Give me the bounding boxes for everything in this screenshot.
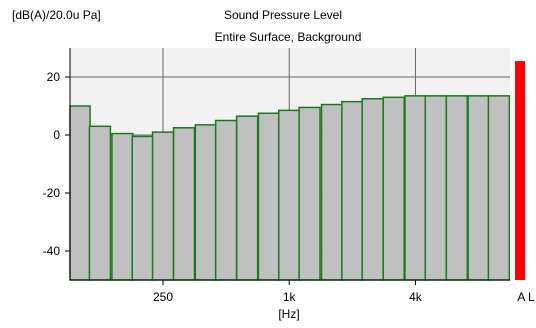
- bar: [88, 125, 112, 281]
- bar: [214, 119, 238, 281]
- bar: [278, 109, 301, 281]
- overall-level-bar: [515, 61, 525, 280]
- x-axis-label: [Hz]: [278, 307, 299, 321]
- bar: [382, 96, 405, 281]
- bar: [298, 106, 321, 281]
- bar: [111, 132, 134, 281]
- chart-title: Sound Pressure Level: [224, 8, 342, 22]
- bar: [487, 95, 511, 281]
- x-tick-label: 250: [153, 290, 173, 304]
- bar: [69, 105, 91, 281]
- overall-level-label: A L: [517, 290, 535, 304]
- bar: [404, 95, 427, 281]
- y-tick-label: 0: [53, 128, 60, 142]
- y-ticks: -40 -20 0 20: [43, 70, 70, 258]
- y-tick-label: -20: [43, 186, 61, 200]
- y-tick-label: -40: [43, 244, 61, 258]
- bar: [424, 95, 447, 281]
- x-tick-label: 4k: [409, 290, 423, 304]
- bar: [320, 103, 344, 281]
- x-tick-label: 1k: [283, 290, 297, 304]
- bars: [69, 95, 511, 281]
- axes: [69, 48, 510, 281]
- bar: [341, 100, 364, 281]
- bar: [361, 98, 384, 281]
- bar: [194, 124, 218, 281]
- bar: [131, 135, 154, 281]
- y-tick-label: 20: [47, 70, 61, 84]
- bar: [235, 115, 259, 281]
- bar: [445, 95, 469, 281]
- chart-subtitle: Entire Surface, Background: [215, 30, 362, 44]
- bar: [151, 131, 175, 281]
- y-axis-unit-label: [dB(A)/20.0u Pa]: [12, 8, 101, 22]
- bar: [172, 127, 196, 281]
- x-ticks: 250 1k 4k: [153, 280, 423, 304]
- bar: [257, 112, 281, 281]
- bar: [467, 95, 490, 281]
